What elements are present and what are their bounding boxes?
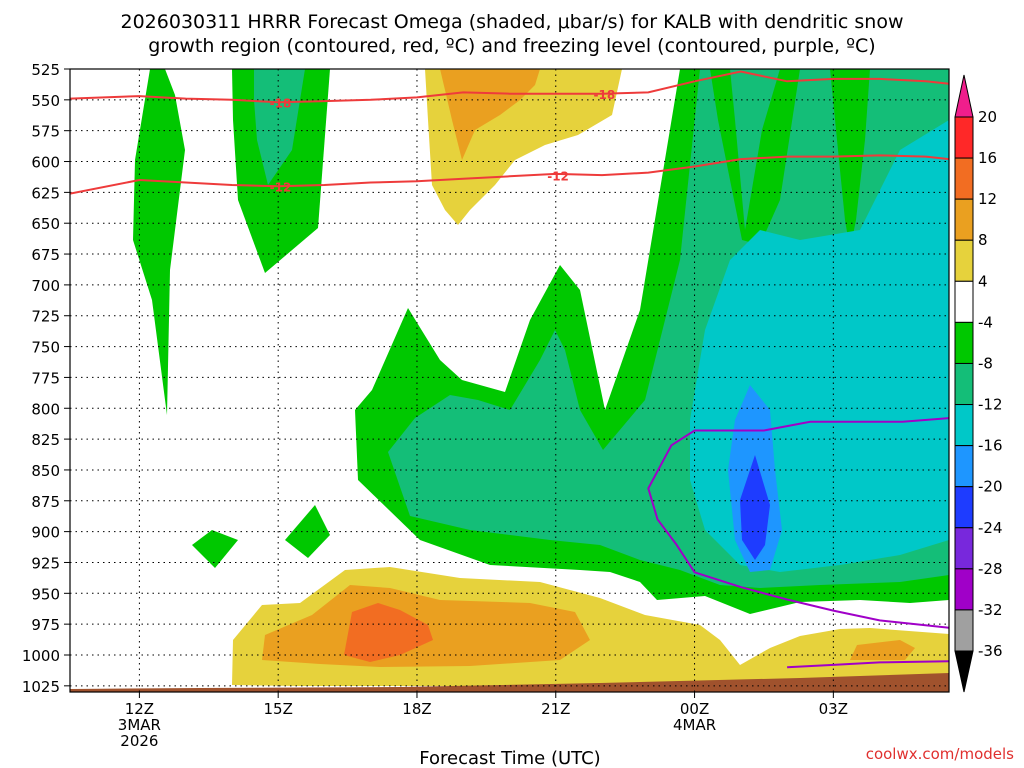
- y-tick-label: 775: [31, 369, 60, 387]
- freezing-level-contours: [647, 417, 949, 669]
- x-tick-label: 03Z: [819, 700, 848, 718]
- x-tick-date: 3MAR: [118, 716, 161, 734]
- colorbar-label: -12: [978, 396, 1003, 414]
- colorbar-segment: [954, 321, 974, 364]
- colorbar-segment: [954, 445, 974, 488]
- colorbar-label: -28: [978, 560, 1003, 578]
- colorbar-label: -32: [978, 601, 1003, 619]
- y-tick-label: 550: [31, 92, 60, 110]
- omega-area-green-3: [192, 530, 238, 568]
- x-tick-label: 15Z: [263, 700, 292, 718]
- y-tick-label: 825: [31, 431, 60, 449]
- colorbar-segment: [954, 486, 974, 529]
- contour-label: -18: [270, 97, 292, 111]
- omega-area-darkorange-lower: [344, 603, 433, 662]
- y-tick-label: 800: [31, 400, 60, 418]
- colorbar-segment: [954, 609, 974, 652]
- colorbar-label: -20: [978, 478, 1003, 496]
- colorbar-segment: [954, 239, 974, 282]
- y-tick-label: 950: [31, 585, 60, 603]
- contour-labels: -18 -18 -12 -12: [270, 88, 616, 195]
- contour-purple-line: [787, 660, 949, 669]
- x-tick-date: 4MAR: [673, 716, 716, 734]
- colorbar-label: -24: [978, 519, 1003, 537]
- omega-area-green-notch-1: [710, 69, 800, 245]
- contour-red-line: [70, 70, 949, 104]
- y-tick-label: 1025: [22, 678, 60, 696]
- omega-area-seagreen-1: [254, 69, 305, 185]
- contour-red-line: [70, 154, 949, 195]
- terrain-ground: [70, 673, 949, 692]
- y-tick-label: 525: [31, 61, 60, 79]
- x-tick-label: 18Z: [402, 700, 431, 718]
- y-tick-label: 1000: [22, 647, 60, 665]
- y-tick-label: 725: [31, 308, 60, 326]
- y-tick-label: 750: [31, 339, 60, 357]
- colorbar-segment: [954, 157, 974, 200]
- omega-area-darkblue: [740, 455, 770, 560]
- omega-area-orange-small: [850, 640, 915, 660]
- chart-title-line2: growth region (contoured, red, ºC) and f…: [148, 35, 875, 57]
- colorbar-segment: [954, 362, 974, 406]
- y-tick-label: 925: [31, 554, 60, 572]
- omega-area-green-notch-2: [830, 69, 870, 250]
- colorbar-segment: [954, 280, 974, 323]
- watermark: coolwx.com/models: [866, 745, 1014, 763]
- y-tick-label: 650: [31, 215, 60, 233]
- contour-purple-line: [647, 417, 949, 629]
- contour-label: -18: [593, 88, 615, 102]
- y-tick-label: 700: [31, 277, 60, 295]
- colorbar-segment: [954, 404, 974, 447]
- x-tick-label: 12Z: [125, 700, 154, 718]
- y-tick-label: 975: [31, 616, 60, 634]
- colorbar-top-arrow: [954, 74, 974, 118]
- colorbar-label: 4: [978, 272, 988, 290]
- colorbar-label: -36: [978, 642, 1003, 660]
- colorbar-label: -8: [978, 354, 993, 372]
- colorbar-label: 8: [978, 231, 988, 249]
- x-axis-label: Forecast Time (UTC): [419, 748, 600, 768]
- x-tick-label: 00Z: [680, 700, 709, 718]
- y-tick-label: 600: [31, 154, 60, 172]
- colorbar-segment: [954, 198, 974, 241]
- colorbar-bottom-arrow: [954, 650, 974, 693]
- gridlines: [70, 69, 949, 692]
- colorbar-segment: [954, 527, 974, 570]
- dendritic-growth-contours: [70, 70, 949, 195]
- y-tick-label: 850: [31, 462, 60, 480]
- colorbar-label: -4: [978, 313, 993, 331]
- contour-label: -12: [270, 180, 292, 194]
- colorbar: 20 16 12 8 4 -4 -8 -12 -16 -20 -24 -28 -32 -36: [954, 74, 1003, 693]
- omega-area-green-1: [133, 69, 185, 415]
- contour-label: -12: [547, 169, 569, 183]
- y-tick-label: 675: [31, 246, 60, 264]
- y-tick-label: 875: [31, 493, 60, 511]
- x-tick-year: 2026: [120, 732, 158, 750]
- colorbar-label: 16: [978, 149, 997, 167]
- y-tick-label: 625: [31, 184, 60, 202]
- y-axis-ticks: 525 550 575 600 625 650 675 700 725 750 775 800 825 8…: [22, 61, 70, 696]
- colorbar-segment: [954, 568, 974, 611]
- x-tick-label: 21Z: [541, 700, 570, 718]
- omega-shading: -18 -18 -12 -12: [70, 69, 949, 692]
- colorbar-label: 20: [978, 108, 997, 126]
- colorbar-segment: [954, 116, 974, 159]
- plot-frame: [69, 68, 950, 693]
- colorbar-label: 12: [978, 190, 997, 208]
- chart-title-line1: 2026030311 HRRR Forecast Omega (shaded, …: [121, 11, 904, 33]
- colorbar-label: -16: [978, 437, 1003, 455]
- y-tick-label: 900: [31, 524, 60, 542]
- y-tick-label: 575: [31, 123, 60, 141]
